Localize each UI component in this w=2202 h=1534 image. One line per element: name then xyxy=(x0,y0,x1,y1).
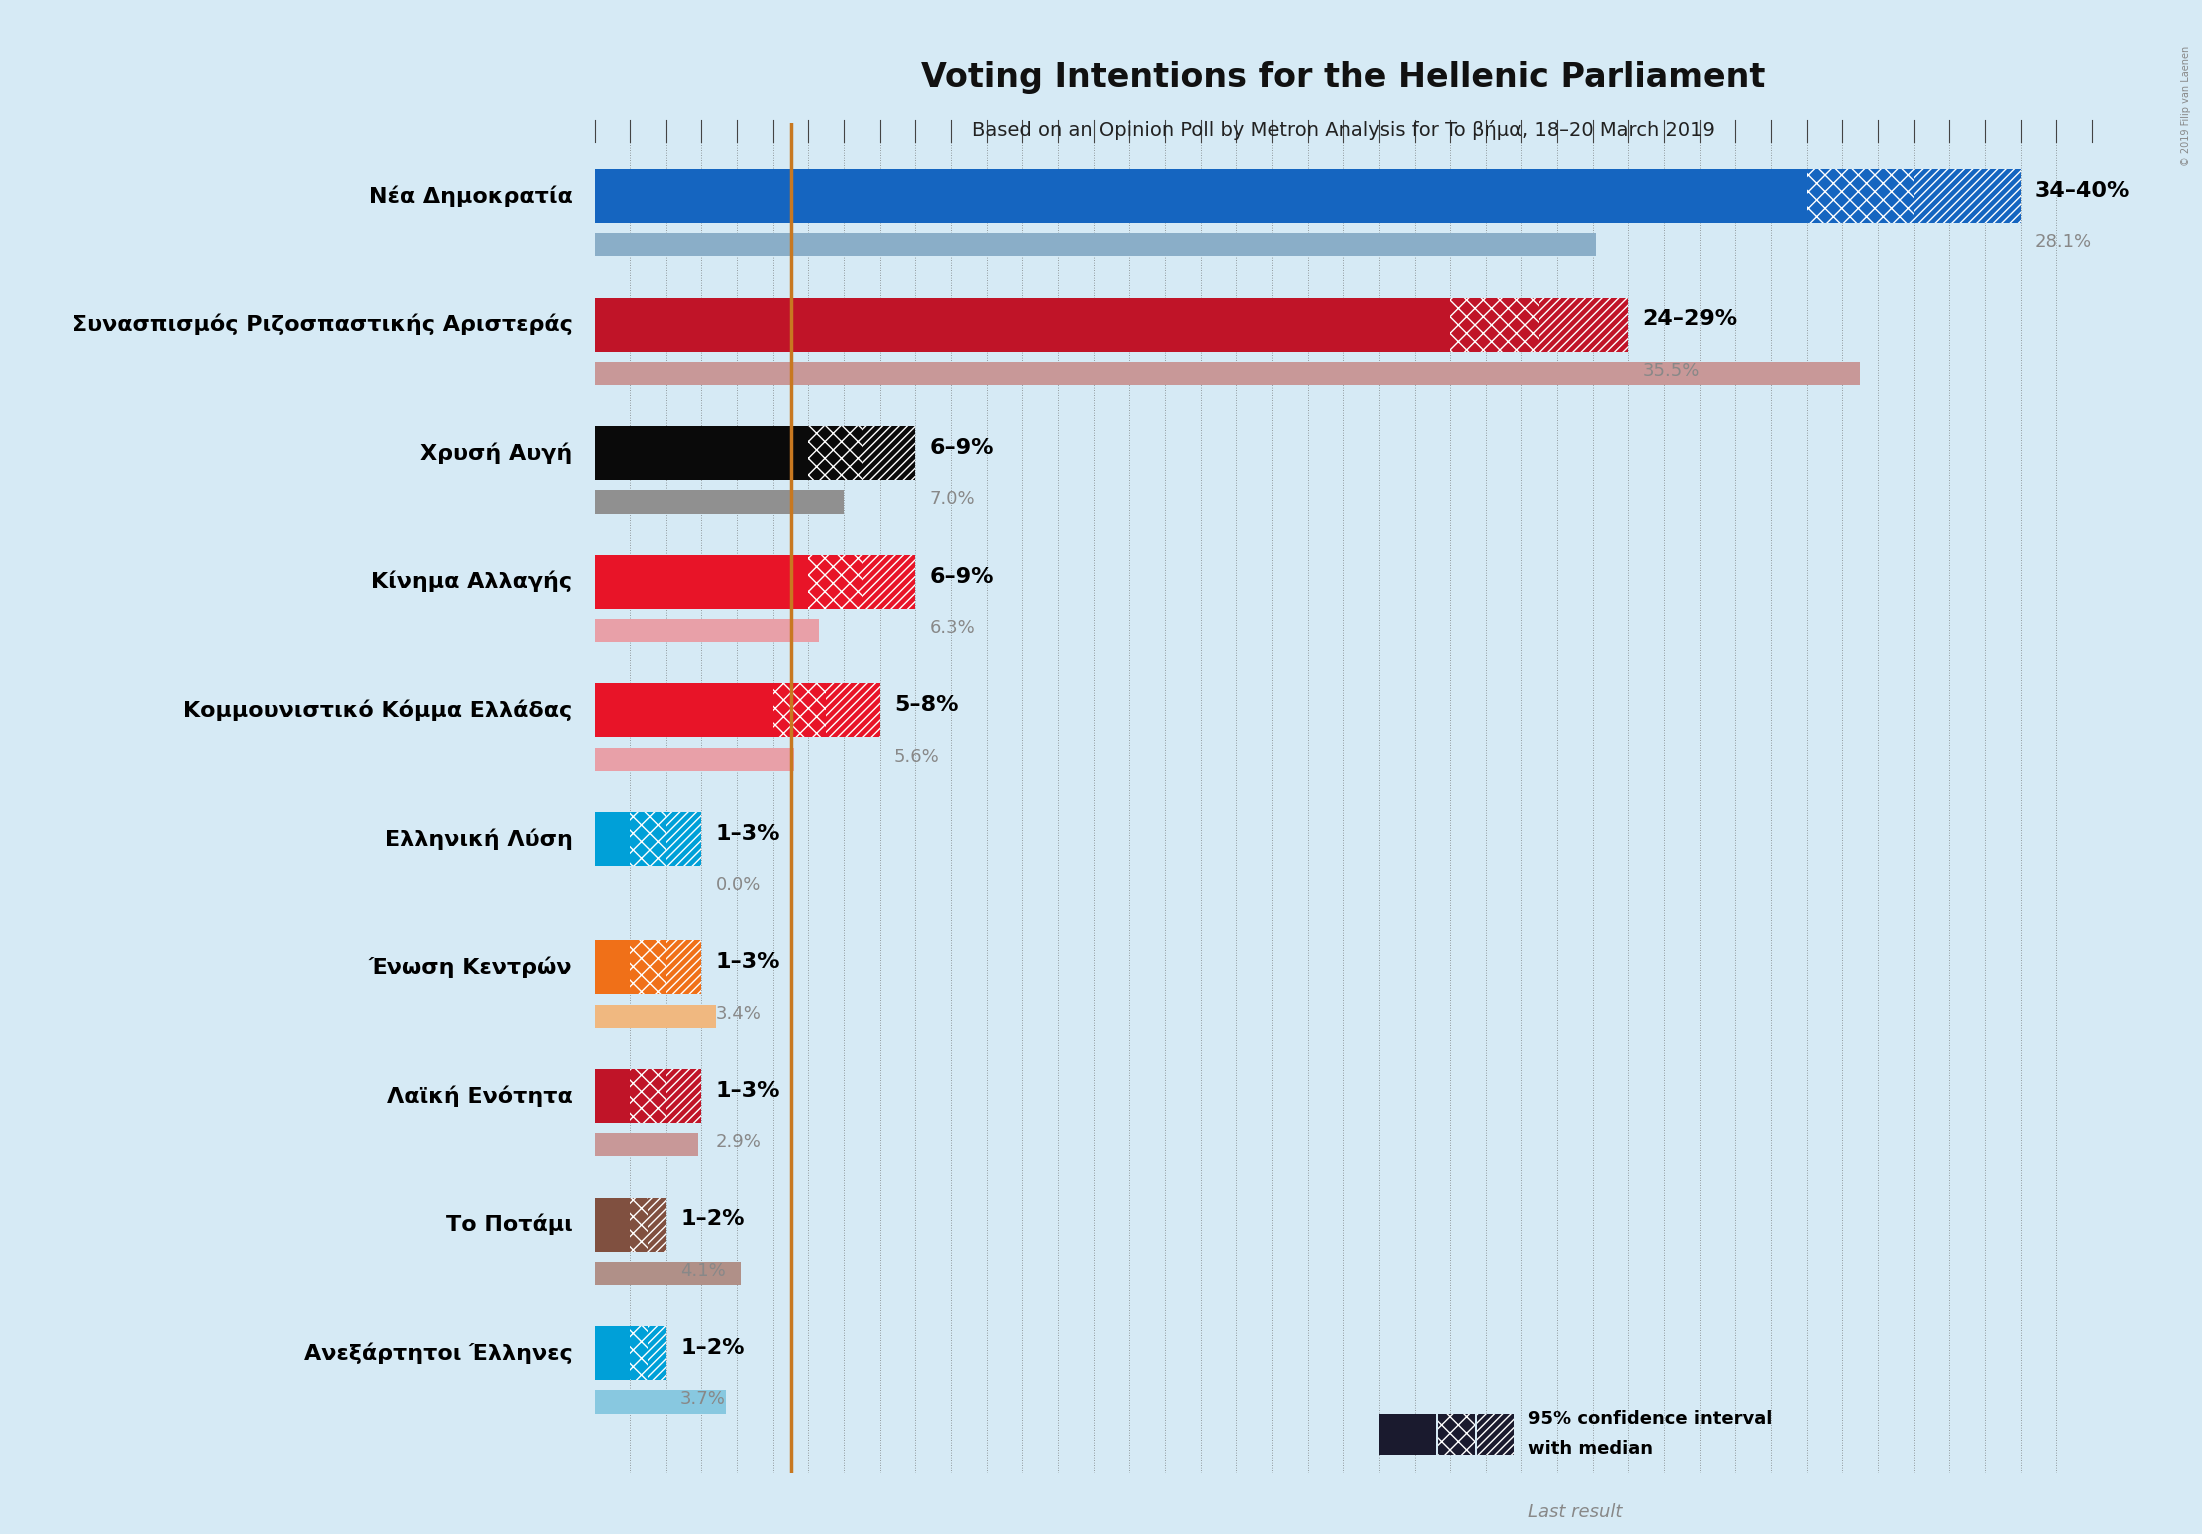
Bar xyxy=(1438,1413,1475,1454)
Text: Κομμουνιστικό Κόμμα Ελλάδας: Κομμουνιστικό Κόμμα Ελλάδας xyxy=(183,700,573,721)
Bar xyxy=(1539,298,1629,351)
Bar xyxy=(595,1325,630,1381)
Text: Based on an Opinion Poll by Metron Analysis for To βήμα, 18–20 March 2019: Based on an Opinion Poll by Metron Analy… xyxy=(971,120,1715,140)
Text: 5.6%: 5.6% xyxy=(894,747,940,765)
Bar xyxy=(665,940,702,994)
Text: 35.5%: 35.5% xyxy=(1643,362,1700,380)
Bar xyxy=(647,1198,665,1252)
Bar xyxy=(595,1069,630,1123)
Text: Last result: Last result xyxy=(1528,1503,1623,1522)
Bar xyxy=(595,362,1861,385)
Bar xyxy=(826,683,881,738)
Text: © 2019 Filip van Laenen: © 2019 Filip van Laenen xyxy=(2180,46,2191,166)
Text: 5–8%: 5–8% xyxy=(894,695,958,715)
Bar xyxy=(1378,1413,1436,1454)
Text: Ένωση Κεντρών: Ένωση Κεντρών xyxy=(370,957,573,979)
Bar xyxy=(1806,169,1914,222)
Text: Ελληνική Λύση: Ελληνική Λύση xyxy=(385,828,573,850)
Text: 1–3%: 1–3% xyxy=(716,1081,780,1101)
Bar xyxy=(630,1198,647,1252)
Text: Ανεξάρτητοι Έλληνες: Ανεξάρτητοι Έλληνες xyxy=(304,1342,573,1364)
Bar xyxy=(861,426,916,480)
Bar xyxy=(595,233,1596,256)
Text: Νέα Δημοκρατία: Νέα Δημοκρατία xyxy=(368,186,573,207)
Bar xyxy=(630,1325,647,1381)
Text: 6–9%: 6–9% xyxy=(929,439,993,459)
Bar xyxy=(1914,169,2021,222)
Bar xyxy=(773,683,826,738)
Text: 28.1%: 28.1% xyxy=(2035,233,2092,252)
Bar xyxy=(595,1390,727,1413)
Bar xyxy=(595,555,808,609)
Bar xyxy=(630,1069,665,1123)
Text: 6–9%: 6–9% xyxy=(929,566,993,586)
Text: Κίνημα Αλλαγής: Κίνημα Αλλαγής xyxy=(372,571,573,592)
Bar xyxy=(595,747,795,770)
Text: 3.7%: 3.7% xyxy=(680,1390,727,1408)
Text: 1–3%: 1–3% xyxy=(716,953,780,973)
Bar xyxy=(595,1262,740,1285)
Bar xyxy=(595,1198,630,1252)
Text: 1–2%: 1–2% xyxy=(680,1209,744,1229)
Bar xyxy=(1378,1499,1517,1526)
Text: Το Ποτάμι: Το Ποτάμι xyxy=(445,1213,573,1235)
Text: 1–3%: 1–3% xyxy=(716,824,780,844)
Bar xyxy=(630,940,665,994)
Bar xyxy=(630,811,665,865)
Text: 0.0%: 0.0% xyxy=(716,876,762,894)
Bar xyxy=(665,811,702,865)
Bar xyxy=(595,169,1806,222)
Bar xyxy=(595,426,808,480)
Bar xyxy=(595,1005,716,1028)
Text: with median: with median xyxy=(1528,1440,1654,1459)
Text: 4.1%: 4.1% xyxy=(680,1262,727,1279)
Text: 2.9%: 2.9% xyxy=(716,1134,762,1150)
Bar xyxy=(595,811,630,865)
Bar xyxy=(861,555,916,609)
Bar xyxy=(808,555,861,609)
Bar xyxy=(808,426,861,480)
Text: Λαϊκή Ενότητα: Λαϊκή Ενότητα xyxy=(388,1085,573,1106)
Bar xyxy=(1451,298,1539,351)
Text: 95% confidence interval: 95% confidence interval xyxy=(1528,1410,1773,1428)
Text: 24–29%: 24–29% xyxy=(1643,310,1737,330)
Text: Voting Intentions for the Hellenic Parliament: Voting Intentions for the Hellenic Parli… xyxy=(920,61,1766,95)
Bar xyxy=(595,491,843,514)
Text: 7.0%: 7.0% xyxy=(929,491,975,508)
Text: 6.3%: 6.3% xyxy=(929,620,975,637)
Bar xyxy=(647,1325,665,1381)
Text: Χρυσή Αυγή: Χρυσή Αυγή xyxy=(421,442,573,463)
Bar xyxy=(595,620,819,643)
Text: 34–40%: 34–40% xyxy=(2035,181,2129,201)
Bar xyxy=(595,683,773,738)
Text: Συνασπισμός Ριζοσπαστικής Αριστεράς: Συνασπισμός Ριζοσπαστικής Αριστεράς xyxy=(73,314,573,336)
Bar xyxy=(1478,1413,1513,1454)
Text: 1–2%: 1–2% xyxy=(680,1338,744,1358)
Bar xyxy=(665,1069,702,1123)
Bar xyxy=(595,940,630,994)
Text: 3.4%: 3.4% xyxy=(716,1005,762,1023)
Bar xyxy=(595,298,1451,351)
Bar xyxy=(595,1134,698,1157)
